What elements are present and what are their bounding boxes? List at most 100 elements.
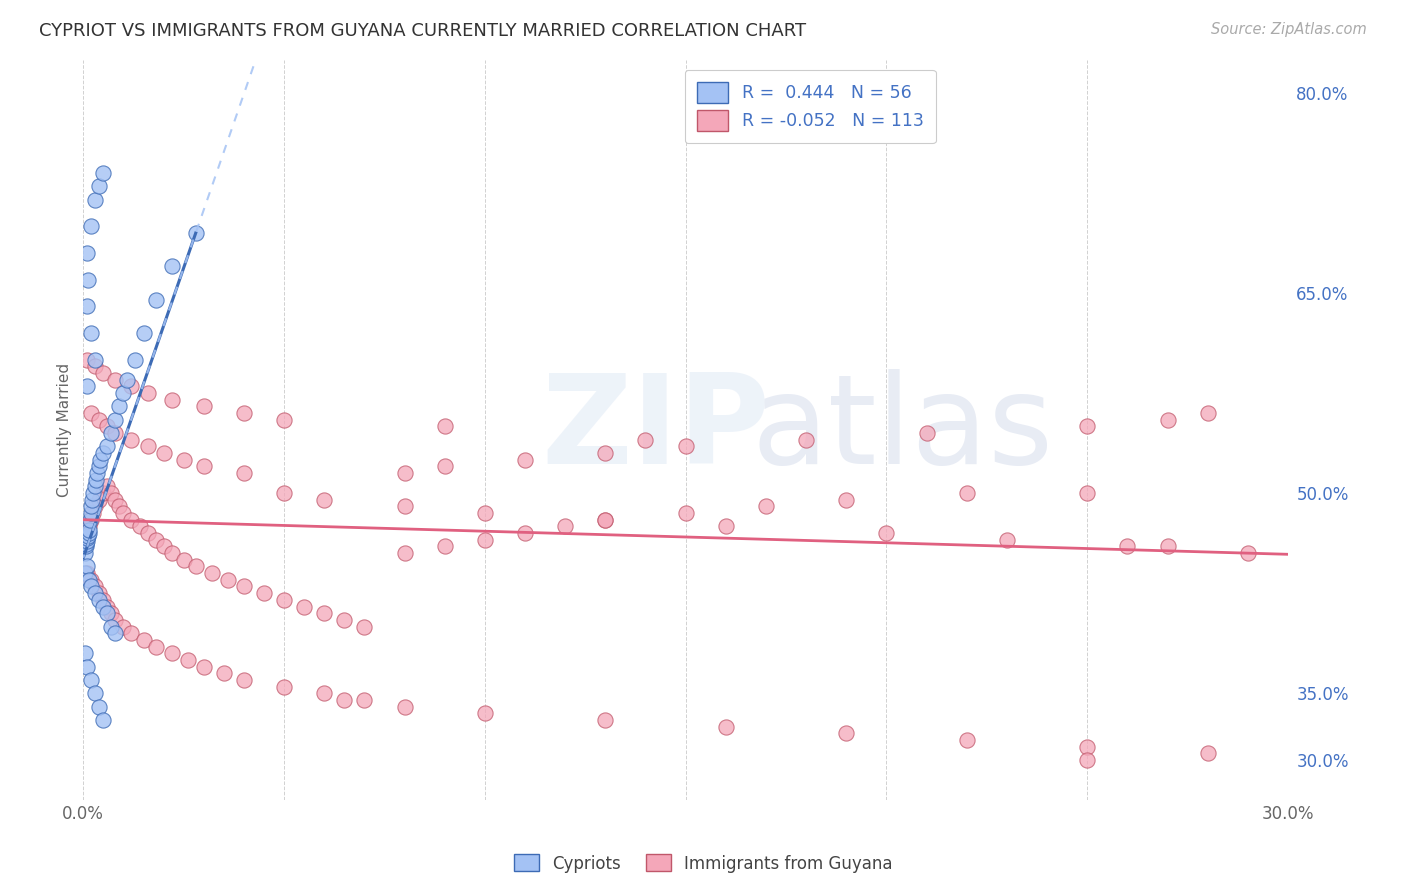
- Point: [75, 533, 97, 547]
- Point: [77, 526, 100, 541]
- Text: ZIP: ZIP: [541, 369, 770, 491]
- Point: [79, 506, 101, 520]
- Point: [76, 566, 98, 581]
- Point: [273, 680, 295, 694]
- Point: [875, 526, 897, 541]
- Point: [173, 553, 195, 567]
- Point: [152, 446, 174, 460]
- Point: [314, 606, 336, 620]
- Point: [117, 373, 139, 387]
- Point: [835, 726, 858, 740]
- Point: [96, 439, 118, 453]
- Point: [253, 586, 276, 600]
- Point: [104, 492, 127, 507]
- Point: [433, 459, 456, 474]
- Point: [132, 326, 155, 340]
- Point: [145, 533, 167, 547]
- Point: [76, 559, 98, 574]
- Point: [112, 386, 135, 401]
- Point: [675, 506, 697, 520]
- Point: [232, 466, 254, 480]
- Point: [104, 373, 127, 387]
- Point: [433, 419, 456, 434]
- Point: [96, 479, 118, 493]
- Point: [634, 433, 657, 447]
- Point: [595, 513, 617, 527]
- Point: [82, 492, 104, 507]
- Point: [76, 246, 98, 260]
- Point: [232, 406, 254, 420]
- Point: [93, 446, 115, 460]
- Point: [93, 599, 115, 614]
- Point: [595, 713, 617, 727]
- Point: [76, 379, 98, 393]
- Point: [80, 673, 103, 687]
- Point: [93, 713, 115, 727]
- Point: [121, 626, 143, 640]
- Point: [76, 352, 98, 367]
- Point: [80, 513, 103, 527]
- Point: [755, 500, 778, 514]
- Legend: R =  0.444   N = 56, R = -0.052   N = 113: R = 0.444 N = 56, R = -0.052 N = 113: [685, 70, 936, 144]
- Point: [108, 400, 131, 414]
- Point: [184, 226, 207, 240]
- Point: [100, 606, 122, 620]
- Point: [1156, 413, 1178, 427]
- Point: [995, 533, 1018, 547]
- Point: [121, 513, 143, 527]
- Point: [128, 519, 150, 533]
- Point: [333, 613, 356, 627]
- Point: [160, 260, 183, 274]
- Point: [794, 433, 817, 447]
- Point: [73, 546, 96, 560]
- Point: [112, 619, 135, 633]
- Point: [93, 166, 115, 180]
- Point: [1197, 406, 1219, 420]
- Point: [89, 459, 111, 474]
- Point: [160, 546, 183, 560]
- Point: [96, 606, 118, 620]
- Point: [595, 446, 617, 460]
- Point: [1076, 486, 1098, 500]
- Point: [176, 653, 198, 667]
- Point: [80, 326, 103, 340]
- Point: [112, 506, 135, 520]
- Text: CYPRIOT VS IMMIGRANTS FROM GUYANA CURRENTLY MARRIED CORRELATION CHART: CYPRIOT VS IMMIGRANTS FROM GUYANA CURREN…: [39, 22, 807, 40]
- Point: [80, 406, 103, 420]
- Point: [273, 592, 295, 607]
- Point: [89, 699, 111, 714]
- Point: [84, 352, 107, 367]
- Point: [93, 592, 115, 607]
- Point: [79, 524, 101, 538]
- Point: [76, 534, 98, 549]
- Point: [80, 580, 103, 594]
- Point: [201, 566, 224, 581]
- Point: [474, 506, 496, 520]
- Point: [184, 559, 207, 574]
- Point: [96, 419, 118, 434]
- Point: [84, 473, 107, 487]
- Point: [956, 732, 979, 747]
- Point: [121, 433, 143, 447]
- Text: atlas: atlas: [752, 369, 1054, 491]
- Point: [89, 492, 111, 507]
- Point: [79, 513, 101, 527]
- Point: [314, 686, 336, 700]
- Point: [89, 586, 111, 600]
- Point: [136, 386, 159, 401]
- Point: [89, 592, 111, 607]
- Point: [915, 426, 938, 441]
- Point: [132, 632, 155, 647]
- Point: [292, 599, 315, 614]
- Point: [75, 537, 97, 551]
- Point: [232, 673, 254, 687]
- Point: [353, 619, 375, 633]
- Point: [160, 392, 183, 407]
- Point: [89, 179, 111, 194]
- Point: [273, 413, 295, 427]
- Point: [394, 699, 416, 714]
- Point: [79, 573, 101, 587]
- Point: [1156, 540, 1178, 554]
- Point: [136, 526, 159, 541]
- Point: [193, 459, 215, 474]
